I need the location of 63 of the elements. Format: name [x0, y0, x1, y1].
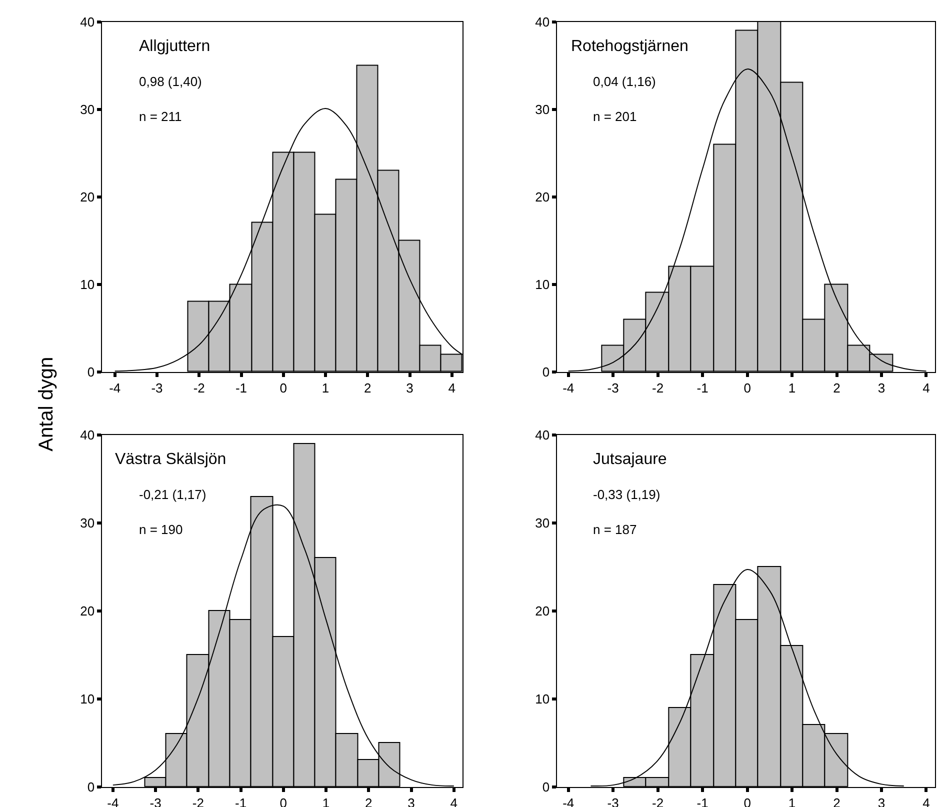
x-tick-label: 1: [788, 380, 796, 396]
x-tick-label: -2: [193, 380, 205, 396]
x-tick-label: 2: [833, 380, 840, 396]
y-tick-label: 30: [80, 515, 95, 530]
text: Rotehogstjärnen: [571, 38, 688, 55]
x-tick-label: -3: [607, 380, 619, 396]
x-tick-label: 1: [322, 380, 330, 396]
x-tick-label: 4: [450, 795, 458, 807]
x-tick-label: -2: [652, 795, 664, 807]
annotation: -0,21 (1,17): [139, 487, 206, 502]
x-tick-label: 3: [406, 380, 414, 396]
x-tick-label: 1: [322, 795, 330, 807]
y-tick-label: 10: [535, 277, 550, 292]
y-tick-label: 0: [87, 364, 95, 380]
x-tick-label: -4: [562, 380, 574, 396]
y-tick-label: 20: [535, 603, 550, 618]
y-tick-label: 0: [542, 364, 550, 380]
x-tick-label: -1: [235, 795, 247, 807]
x-tick-label: -1: [696, 795, 708, 807]
y-tick-label: 10: [535, 691, 550, 706]
y-tick-label: 40: [80, 428, 95, 443]
x-tick-label: 0: [280, 380, 288, 396]
y-tick-label: 40: [535, 14, 550, 30]
x-tick-label: 2: [833, 795, 840, 807]
annotation: 0,98 (1,40): [139, 74, 202, 89]
x-tick-label: 2: [364, 380, 372, 396]
x-tick-label: -3: [151, 380, 163, 396]
y-axis-title: Antal dygn: [35, 356, 58, 452]
x-tick-label: 4: [922, 380, 930, 396]
x-tick-label: 2: [365, 795, 372, 807]
text: Jutsajaure: [593, 451, 667, 468]
x-tick-label: -2: [192, 795, 204, 807]
x-tick-label: 0: [744, 380, 751, 396]
x-tick-label: 3: [878, 380, 886, 396]
y-tick-label: 30: [535, 515, 550, 530]
annotation: n = 190: [139, 522, 183, 537]
x-tick-label: 4: [922, 795, 930, 807]
x-tick-label: -4: [109, 380, 121, 396]
y-tick-label: 30: [535, 102, 550, 117]
y-tick-label: 30: [80, 102, 95, 117]
x-tick-label: 4: [448, 380, 456, 396]
y-tick-label: 20: [80, 189, 95, 204]
y-tick-label: 40: [535, 428, 550, 443]
x-tick-label: -2: [652, 380, 664, 396]
y-tick-label: 0: [87, 779, 95, 794]
annotation: n = 187: [593, 522, 637, 537]
x-tick-label: -1: [235, 380, 248, 396]
y-tick-label: 20: [80, 603, 95, 618]
text: Allgjuttern: [139, 38, 210, 55]
y-tick-label: 10: [80, 277, 95, 292]
annotation: n = 211: [139, 109, 182, 124]
x-tick-label: -4: [562, 795, 574, 807]
annotation: n = 201: [593, 109, 637, 124]
annotation: 0,04 (1,16): [593, 74, 656, 89]
y-tick-label: 20: [535, 189, 550, 204]
y-tick-label: 0: [542, 779, 550, 794]
annotation: -0,33 (1,19): [593, 487, 660, 502]
text: Västra Skälsjön: [115, 451, 226, 468]
y-tick-label: 10: [80, 691, 95, 706]
x-tick-label: -1: [696, 380, 708, 396]
x-tick-label: -4: [107, 795, 119, 807]
y-tick-label: 40: [80, 14, 95, 30]
x-tick-label: 1: [788, 795, 796, 807]
